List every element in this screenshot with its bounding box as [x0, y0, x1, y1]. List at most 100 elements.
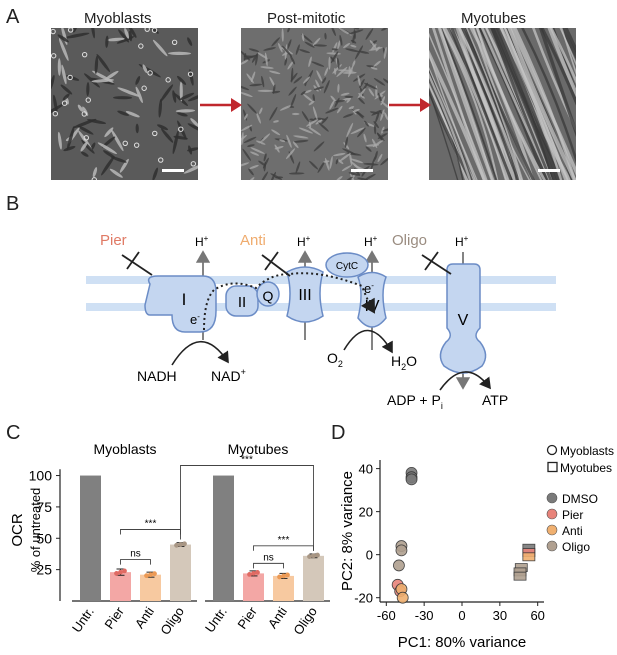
cell — [249, 164, 259, 169]
cell — [303, 94, 313, 102]
legend-swatch-pier — [546, 508, 558, 520]
fiber — [458, 28, 523, 180]
fiber — [503, 28, 563, 180]
cell — [383, 46, 387, 59]
cell — [350, 161, 363, 172]
cell — [247, 144, 255, 147]
legend-swatch-oligo — [546, 540, 558, 552]
cell — [157, 124, 169, 131]
cell — [51, 74, 55, 91]
cell — [105, 35, 109, 48]
y-tick-label: 75 — [36, 499, 52, 515]
cell — [336, 57, 340, 70]
cell — [337, 40, 341, 50]
round-cell — [61, 100, 68, 106]
pca-scatter-plot: -60 -30 0 30 60 -20 0 20 40 PC1: 80% variance PC2:… — [339, 444, 614, 651]
round-cell — [187, 71, 194, 77]
anti-inhibitor-label: Anti — [240, 232, 266, 249]
fiber — [429, 32, 488, 180]
bar-anti — [273, 575, 294, 601]
cell — [308, 126, 322, 136]
bracket-oligo-cross-label: *** — [241, 455, 253, 466]
arrow-postmitotic-to-myotubes — [389, 98, 431, 112]
cell — [377, 153, 383, 163]
point-oligo-myotube — [513, 571, 527, 581]
bar-untr — [213, 475, 234, 601]
bar-untr — [80, 475, 101, 601]
replicate-dot — [255, 569, 260, 575]
cell — [338, 28, 352, 36]
cell — [357, 97, 365, 105]
fiber — [450, 28, 513, 180]
cell — [312, 106, 318, 120]
cell — [269, 70, 281, 75]
cell — [339, 34, 343, 46]
cell — [87, 119, 107, 125]
proton-label-iii: H+ — [297, 234, 311, 249]
cell — [172, 90, 177, 103]
replicate-dot — [174, 542, 179, 548]
round-cell — [83, 135, 89, 141]
cell — [241, 84, 250, 91]
legend-marker-square — [547, 461, 558, 473]
cell — [152, 39, 168, 57]
cell — [358, 50, 370, 54]
myotubes-image-title: Myotubes — [461, 10, 527, 27]
y-tick-label: 0 — [366, 548, 373, 563]
fiber — [437, 28, 495, 180]
bracket-oligo-cross — [180, 465, 314, 551]
inhibition-symbols — [121, 251, 452, 277]
fiber — [507, 28, 576, 180]
cell — [365, 28, 374, 40]
cytc-label: CytC — [336, 261, 358, 272]
cell — [346, 122, 354, 138]
replicate-dot — [251, 571, 256, 576]
fiber — [490, 28, 553, 180]
cell — [291, 112, 300, 116]
cell — [179, 80, 183, 102]
complex-i — [144, 275, 217, 333]
cell — [250, 147, 265, 154]
cell — [357, 75, 361, 87]
round-cell — [51, 28, 56, 35]
y-tick-label: 50 — [36, 530, 52, 546]
cell — [64, 32, 90, 39]
cell — [187, 147, 198, 152]
scale-bar — [351, 169, 373, 172]
bracket-myoblasts-pier-oligo — [120, 529, 181, 535]
cell — [355, 45, 364, 60]
cell — [364, 120, 369, 127]
cell — [378, 92, 382, 104]
cell — [374, 150, 378, 161]
scale-bar — [162, 169, 184, 172]
point-dmso-myoblast — [405, 473, 418, 486]
cell — [53, 94, 58, 113]
cell — [357, 88, 366, 99]
cell — [287, 60, 294, 70]
cell — [344, 95, 354, 98]
cell — [334, 97, 340, 108]
cell — [303, 76, 311, 84]
cell — [90, 28, 95, 39]
cell — [259, 133, 271, 144]
x-tick-label: Pier — [234, 604, 260, 632]
fiber — [494, 28, 554, 180]
cell — [345, 176, 353, 180]
cell — [330, 51, 339, 64]
cell — [343, 42, 351, 49]
point-anti-myoblast — [396, 591, 409, 604]
myoblasts-image-title: Myoblasts — [84, 10, 152, 27]
cell — [100, 155, 115, 176]
cell — [337, 83, 340, 93]
cell — [308, 100, 315, 106]
cell — [313, 141, 325, 152]
cell — [104, 70, 119, 81]
electron-flow-path — [203, 272, 376, 331]
cell — [161, 128, 174, 143]
cell — [152, 167, 159, 180]
cell — [175, 109, 196, 113]
cell — [250, 71, 256, 83]
panel-c-letter: C — [6, 422, 21, 444]
cell — [308, 121, 312, 128]
y-tick-label: -20 — [354, 591, 373, 606]
